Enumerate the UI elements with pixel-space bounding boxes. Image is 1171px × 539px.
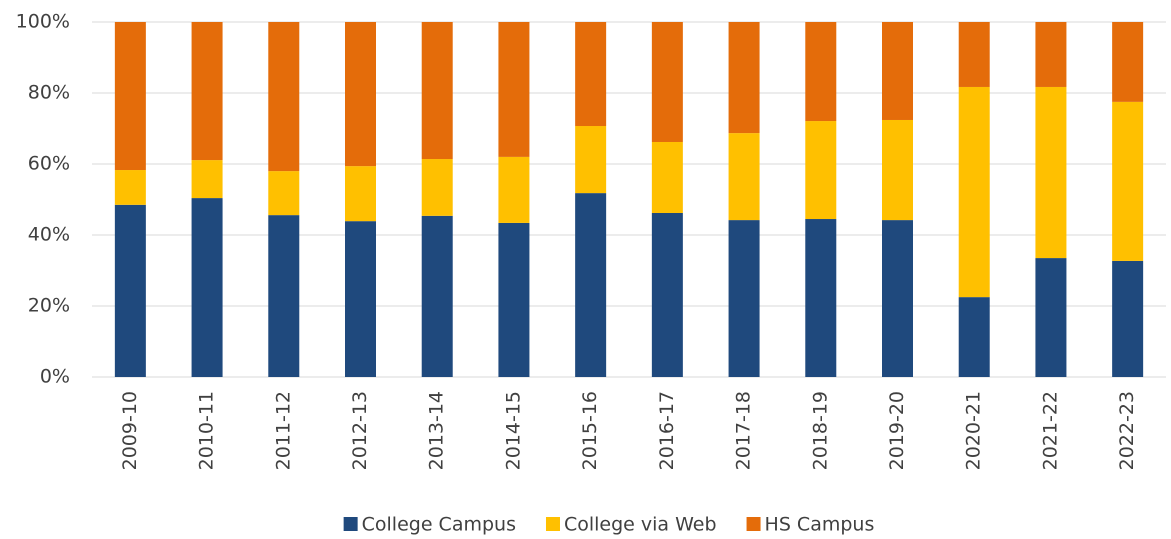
x-tick-label: 2016-17 [656,391,678,470]
x-tick-label: 2019-20 [886,391,908,470]
bar-segment [345,22,376,167]
x-tick-label: 2010-11 [196,391,218,470]
x-tick-label: 2012-13 [349,391,371,470]
bar-segment [651,22,683,142]
bar-segment [345,166,376,222]
bar-segment [1035,86,1067,259]
x-tick-label: 2015-16 [579,391,601,470]
bar-segment [958,297,990,377]
legend-label: College via Web [564,514,717,536]
bar-segment [882,22,913,120]
bar-segment [191,198,223,377]
bar-segment [421,215,453,377]
bar-segment [498,22,530,157]
bar-segment [728,220,760,377]
bar-segment [575,126,607,194]
bar-segment [191,22,223,161]
bar-segment [498,222,530,377]
bar-segment [498,156,530,223]
bar-segment [1112,101,1144,261]
legend-label: College Campus [362,514,516,536]
x-tick-label: 2014-15 [502,391,524,470]
bar-segment [268,22,300,172]
bar-segment [882,119,913,221]
bar-segment [1035,22,1067,87]
bar-segment [882,220,913,377]
bar-segment [958,22,990,87]
bar-segment [1112,22,1144,102]
x-tick-label: 2013-14 [426,391,448,470]
x-tick-label: 2011-12 [272,391,294,470]
bar-segment [114,204,146,377]
bar-segment [191,160,223,199]
bar-segment [1035,258,1067,377]
x-tick-label: 2020-21 [963,391,985,470]
bar-segment [1112,260,1144,377]
bar-segment [268,215,300,377]
bar-segment [958,86,990,298]
y-tick-label: 0% [40,366,70,388]
bar-segment [805,219,837,377]
bar-segment [728,22,760,134]
x-tick-label: 2009-10 [119,391,141,470]
bar-segment [345,221,376,377]
x-tick-label: 2018-19 [809,391,831,470]
bar-segment [421,22,453,160]
y-tick-label: 20% [28,295,70,317]
bar-segment [114,22,146,171]
x-tick-label: 2021-22 [1039,391,1061,470]
bar-segment [575,193,607,377]
y-tick-label: 40% [28,224,70,246]
bar-segment [651,141,683,213]
bar-segment [575,22,607,127]
legend-swatch [746,517,761,531]
legend-swatch [343,517,358,531]
legend-label: HS Campus [765,514,875,536]
y-tick-label: 80% [28,82,70,104]
bar-segment [421,159,453,216]
bar-segment [268,171,300,216]
bar-segment [728,133,760,221]
bar-segment [651,212,683,377]
legend-swatch [545,517,560,531]
x-tick-label: 2017-18 [733,391,755,470]
bar-segment [805,121,837,220]
bar-segment [805,22,837,122]
x-tick-label: 2022-23 [1116,391,1138,470]
y-tick-label: 100% [16,11,70,33]
bar-segment [114,170,146,205]
y-tick-label: 60% [28,153,70,175]
